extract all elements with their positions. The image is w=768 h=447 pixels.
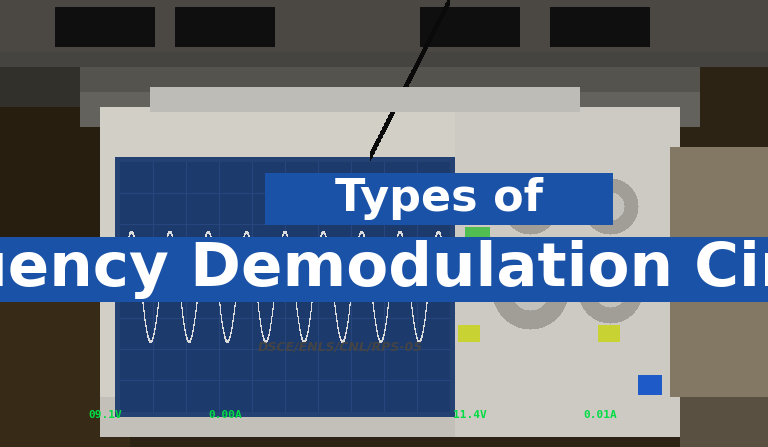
Text: 11.4V: 11.4V (453, 410, 487, 420)
Text: 0.01A: 0.01A (583, 410, 617, 420)
Text: Types of: Types of (335, 177, 543, 220)
Text: Frequency Demodulation Circuits: Frequency Demodulation Circuits (0, 240, 768, 299)
Bar (0, 237, 768, 302)
Text: 09.1V: 09.1V (88, 410, 122, 420)
Text: 0.00A: 0.00A (208, 410, 242, 420)
Text: DSCE/ENLS/CNL/RPS-05: DSCE/ENLS/CNL/RPS-05 (257, 341, 422, 354)
Bar (265, 173, 613, 225)
